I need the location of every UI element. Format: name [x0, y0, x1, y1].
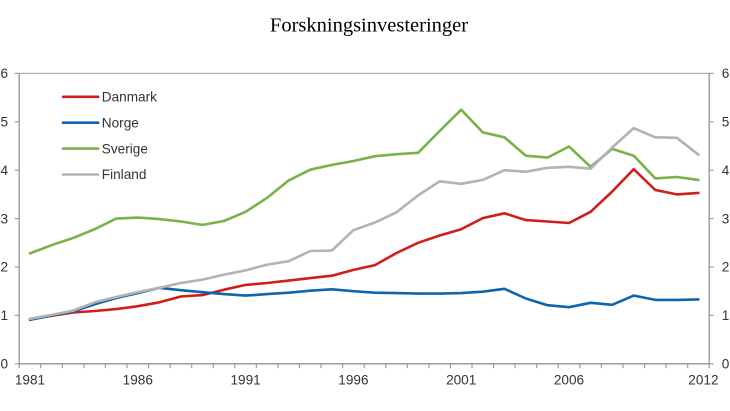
svg-text:1996: 1996: [338, 373, 368, 388]
svg-text:Danmark: Danmark: [102, 90, 157, 105]
svg-text:0: 0: [722, 357, 730, 372]
svg-text:3: 3: [0, 211, 8, 226]
svg-text:1981: 1981: [15, 373, 45, 388]
svg-text:2: 2: [0, 260, 8, 275]
svg-text:1986: 1986: [123, 373, 153, 388]
svg-text:Norge: Norge: [102, 115, 139, 130]
svg-text:5: 5: [722, 115, 730, 130]
svg-text:6: 6: [722, 66, 730, 81]
svg-text:2: 2: [722, 260, 730, 275]
svg-text:1: 1: [0, 308, 8, 323]
svg-text:4: 4: [0, 163, 8, 178]
svg-text:1: 1: [722, 308, 730, 323]
svg-text:2001: 2001: [446, 373, 476, 388]
svg-text:1991: 1991: [230, 373, 260, 388]
svg-text:5: 5: [0, 115, 8, 130]
svg-text:3: 3: [722, 211, 730, 226]
svg-text:4: 4: [722, 163, 730, 178]
svg-text:Finland: Finland: [102, 167, 147, 182]
svg-text:Forskningsinvesteringer: Forskningsinvesteringer: [270, 14, 468, 36]
svg-text:Sverige: Sverige: [102, 141, 148, 156]
svg-text:6: 6: [0, 66, 8, 81]
svg-text:0: 0: [0, 357, 8, 372]
svg-text:2012: 2012: [688, 373, 718, 388]
svg-text:2006: 2006: [554, 373, 584, 388]
